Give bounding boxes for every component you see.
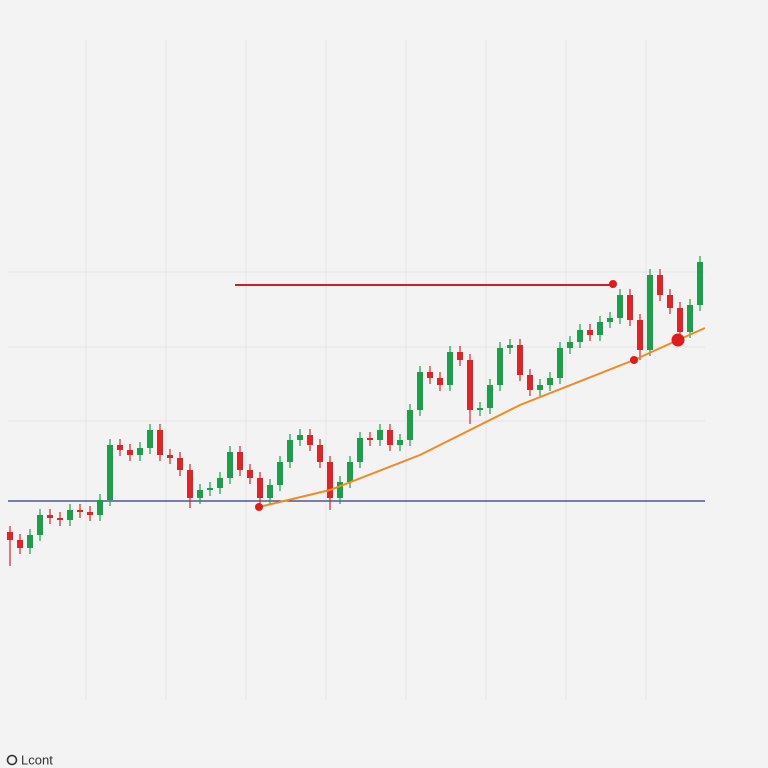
candle-body <box>417 372 423 410</box>
candle-body <box>77 510 83 512</box>
candle-body <box>247 470 253 478</box>
candle-body <box>457 352 463 360</box>
candle-body <box>117 445 123 450</box>
candle-body <box>337 482 343 498</box>
candle-body <box>427 372 433 378</box>
candle-body <box>177 458 183 470</box>
candle-body <box>157 430 163 455</box>
candle-body <box>47 515 53 518</box>
brand-icon <box>6 754 18 766</box>
candle-body <box>127 450 133 455</box>
candle-body <box>447 352 453 385</box>
candle-body <box>567 342 573 348</box>
candle-body <box>347 462 353 482</box>
candle-body <box>237 452 243 470</box>
candle-body <box>507 345 513 348</box>
candle-body <box>547 378 553 385</box>
candle-body <box>607 318 613 322</box>
candle-body <box>57 518 63 520</box>
pivot-point <box>630 356 638 364</box>
candle-body <box>227 452 233 478</box>
candle-body <box>577 330 583 342</box>
pivot-point <box>671 333 685 347</box>
candle-body <box>627 295 633 320</box>
candle-body <box>377 430 383 440</box>
candle-body <box>367 438 373 440</box>
candle-body <box>197 490 203 498</box>
candle-body <box>467 360 473 410</box>
candle-body <box>587 330 593 335</box>
candle-body <box>637 320 643 350</box>
candle-body <box>387 430 393 445</box>
candle-body <box>487 385 493 408</box>
candle-body <box>407 410 413 440</box>
candle-body <box>617 295 623 318</box>
brand-text: Lcont <box>21 752 53 767</box>
candle-body <box>667 295 673 308</box>
candle-body <box>207 488 213 490</box>
candle-body <box>357 438 363 462</box>
candle-body <box>37 515 43 535</box>
candle-body <box>657 275 663 295</box>
candle-body <box>697 262 703 305</box>
candle-body <box>167 455 173 458</box>
candle-body <box>677 308 683 332</box>
candle-body <box>437 378 443 385</box>
brand: Lcont <box>6 752 53 767</box>
candle-body <box>187 470 193 498</box>
candle-body <box>257 478 263 498</box>
candle-body <box>287 440 293 462</box>
candle-body <box>67 510 73 520</box>
candle-body <box>97 500 103 515</box>
pivot-point <box>255 503 263 511</box>
candle-body <box>7 532 13 540</box>
candle-body <box>107 445 113 500</box>
candle-body <box>647 275 653 350</box>
candle-body <box>217 478 223 488</box>
candle-body <box>87 512 93 515</box>
candle-body <box>527 375 533 390</box>
candle-body <box>267 485 273 498</box>
candle-body <box>27 535 33 548</box>
candle-body <box>597 322 603 335</box>
candle-body <box>317 445 323 462</box>
candle-body <box>397 440 403 445</box>
candle-body <box>137 448 143 455</box>
candle-body <box>537 385 543 390</box>
candle-body <box>277 462 283 485</box>
candle-body <box>517 345 523 375</box>
candle-body <box>307 435 313 445</box>
candle-body <box>147 430 153 448</box>
candle-body <box>17 540 23 548</box>
background-grid <box>8 40 705 700</box>
candle-body <box>477 408 483 410</box>
pivot-point <box>609 280 617 288</box>
candle-body <box>557 348 563 378</box>
candle-body <box>297 435 303 440</box>
candle-body <box>327 462 333 498</box>
candle-body <box>687 305 693 332</box>
candle-body <box>497 348 503 385</box>
